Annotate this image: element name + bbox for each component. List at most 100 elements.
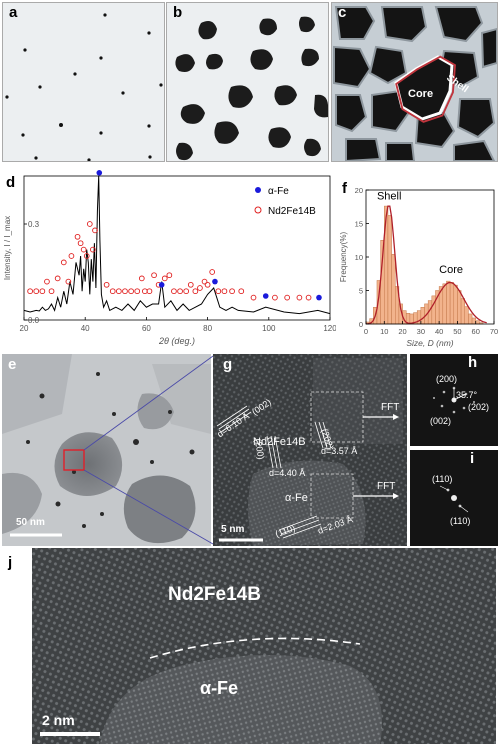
g-scalebar: 5 nm [221, 524, 245, 535]
nd2fe14b-peak-marker [250, 294, 257, 301]
h-spot-202: (202) [468, 402, 490, 412]
nd2fe14b-peak-marker [116, 288, 122, 295]
nd2fe14b-peak-marker [89, 246, 96, 253]
fit-curve [365, 205, 487, 325]
annotation-core: Core [439, 264, 463, 276]
i-spot-110-a: (110) [432, 474, 453, 484]
nd2fe14b-peak-marker [204, 281, 211, 288]
nd2fe14b-peak-marker [80, 246, 87, 253]
panel-e-scalebar: 50 nm [16, 517, 45, 528]
g-d2: d=4.40 Å [269, 468, 306, 478]
panel-a-label: a [9, 4, 18, 21]
x-tick-label: 20 [20, 324, 29, 333]
nd2fe14b-peak-marker [197, 285, 203, 291]
x-tick-label: 60 [472, 327, 480, 336]
h-spot-200: (200) [436, 374, 458, 384]
x-axis-label: 2θ (deg.) [158, 336, 195, 346]
alpha-fe-peak-marker [262, 293, 269, 299]
legend-marker-alpha-fe [255, 187, 261, 193]
alpha-fe-peak-marker [158, 282, 165, 288]
panel-h-label: h [468, 354, 478, 371]
nd2fe14b-peak-marker [296, 294, 303, 301]
panel-c-label: c [338, 4, 347, 21]
nd2fe14b-peak-marker [183, 288, 190, 295]
histogram-bar [391, 254, 396, 325]
x-tick-label: 40 [435, 327, 443, 336]
panel-a: a [2, 2, 165, 162]
alpha-fe-peak-marker [212, 278, 218, 285]
histogram-bar [449, 282, 455, 325]
nd2fe14b-peak-marker [122, 288, 128, 295]
nd2fe14b-peak-marker [171, 288, 177, 295]
y-tick-label: 0.0 [28, 316, 40, 325]
nd2fe14b-peak-marker [146, 288, 153, 295]
histogram-bar [442, 283, 447, 325]
nd2fe14b-peak-marker [109, 288, 116, 295]
nd2fe14b-peak-marker [77, 240, 84, 247]
nd2fe14b-peak-marker [33, 288, 40, 295]
nd2fe14b-peak-marker [74, 233, 81, 240]
j-scalebar: 2 nm [42, 712, 75, 728]
panel-f: 0 10 20 30 40 50 60 70 0 5 10 15 20 Size, D (nm) Frequ… [336, 170, 500, 350]
panel-e: e 50 nm [2, 354, 211, 546]
panel-g: g Nd2Fe14B α-Fe d=6.10 Å d=4.40 Å d=3.57… [213, 354, 407, 546]
nd2fe14b-peak-marker [44, 278, 50, 285]
panel-c-core-shell: Core Shell [332, 3, 497, 161]
h-angle: 35.7° [456, 390, 478, 400]
x-axis-label: Size, D (nm) [406, 338, 453, 348]
nd2fe14b-peak-marker [83, 253, 90, 259]
histogram-bar [431, 295, 436, 325]
nd2fe14b-peak-marker [229, 288, 235, 295]
nd2fe14b-peak-marker [92, 227, 98, 234]
panel-g-label: g [223, 356, 233, 373]
histogram-bar [468, 313, 473, 325]
g-phase1: Nd2Fe14B [253, 436, 306, 448]
histogram-bar [464, 306, 469, 325]
histogram-bar [475, 320, 480, 325]
nd2fe14b-peak-marker [68, 253, 75, 259]
legend-marker-nd2fe14b [254, 206, 262, 214]
xrd-pattern-line [23, 175, 331, 315]
y-tick-label: 15 [355, 220, 363, 229]
histogram-bar [420, 307, 425, 325]
y-tick-label: 0.3 [28, 220, 40, 229]
x-tick-label: 10 [380, 327, 388, 336]
alpha-fe-peak-marker [316, 294, 322, 301]
nd2fe14b-peak-marker [187, 281, 194, 288]
histogram-bar [460, 298, 465, 325]
nd2fe14b-peak-marker [209, 269, 216, 275]
nd2fe14b-peak-marker [151, 272, 157, 279]
panel-c: Core Shell c [331, 2, 498, 162]
nd2fe14b-peak-marker [39, 288, 46, 295]
g-fft-label-1: FFT [381, 402, 400, 413]
nd2fe14b-peak-marker [238, 288, 245, 295]
legend-label-alpha-fe: α-Fe [268, 186, 289, 197]
i-spot-110-b: (110) [450, 516, 471, 526]
nd2fe14b-peak-marker [128, 288, 134, 295]
nd2fe14b-peak-marker [284, 294, 291, 301]
x-tick-label: 120 [323, 324, 336, 333]
histogram-bar [453, 284, 458, 325]
plot-frame [23, 175, 331, 321]
nd2fe14b-peak-marker [166, 272, 173, 279]
x-tick-label: 30 [417, 327, 425, 336]
nd2fe14b-peak-marker [215, 288, 222, 295]
histogram-bar [457, 290, 462, 325]
nd2fe14b-peak-marker [103, 281, 110, 288]
nd2fe14b-peak-marker [86, 221, 93, 227]
nd2fe14b-peak-marker [201, 278, 208, 285]
core-label: Core [408, 88, 433, 100]
xrd-chart: 20 40 60 80 100 120 0.0 0.3 2θ (deg.) Intensity, … [3, 170, 336, 346]
nd2fe14b-peak-marker [161, 275, 168, 282]
y-tick-label: 20 [355, 186, 363, 195]
x-tick-label: 100 [262, 324, 276, 333]
j-phase2: α-Fe [200, 678, 239, 698]
x-tick-label: 20 [398, 327, 406, 336]
panel-j-hrtem-image [32, 548, 496, 744]
panel-j-label: j [8, 554, 13, 571]
panel-b: b [166, 2, 329, 162]
panel-e-label: e [8, 356, 17, 373]
panel-j: j Nd2Fe14B α-Fe 2 nm [0, 548, 500, 744]
nd2fe14b-peak-marker [192, 288, 199, 295]
legend-label-nd2fe14b: Nd2Fe14B [268, 206, 316, 217]
